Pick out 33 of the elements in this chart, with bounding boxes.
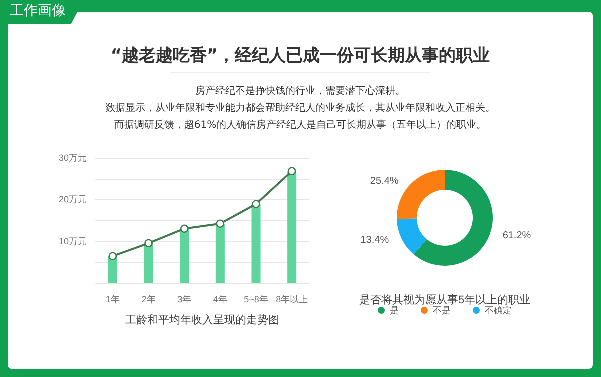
bar	[216, 224, 225, 283]
text: “越老越吃香”，经纪人已成一份可长期从事的职业	[110, 45, 492, 67]
text: 工作画像	[0, 0, 84, 24]
point	[288, 167, 296, 176]
y-tick-label: 10万元	[58, 236, 87, 246]
text: 数据显示，从业年限和专业能力都会帮助经纪人的业务成长，其从业年限和收入正相关。	[104, 102, 496, 115]
data-label: 25.4%	[370, 176, 399, 188]
point	[252, 200, 260, 208]
point	[216, 220, 225, 228]
x-tick-label: 5~8年	[244, 294, 268, 304]
x-tick-label: 4年	[213, 294, 228, 304]
point	[144, 239, 153, 248]
x-tick-label: 2年	[142, 294, 156, 304]
y-tick-label: 30万元	[58, 153, 87, 163]
data-label: 13.4%	[360, 234, 390, 246]
legend-label: 不是	[433, 306, 451, 316]
y-tick-label: 20万元	[58, 194, 87, 205]
bar	[180, 228, 190, 283]
point	[180, 224, 189, 233]
data-label: 61.2%	[502, 230, 532, 242]
x-tick-label: 3年	[178, 294, 192, 304]
bar	[144, 243, 154, 283]
legend-label: 不确定	[485, 306, 512, 316]
x-axis-title: 工龄和平均年收入呈现的走势图	[126, 314, 280, 326]
bar	[252, 204, 261, 283]
bar	[288, 171, 297, 283]
x-tick-label: 1年	[106, 294, 120, 304]
x-tick-label: 8年以上	[276, 294, 308, 304]
text: 房产经纪不是挣快钱的行业，需要潜下心深耕。	[194, 84, 406, 98]
point	[108, 252, 118, 260]
text: 是否将其视为愿从事5年以上的职业	[359, 294, 531, 306]
text: 而据调研反馈，超61%的人确信房产经纪人是自己可长期从事（五年以上）的职业。	[113, 118, 488, 132]
legend-label: 是	[390, 306, 399, 316]
